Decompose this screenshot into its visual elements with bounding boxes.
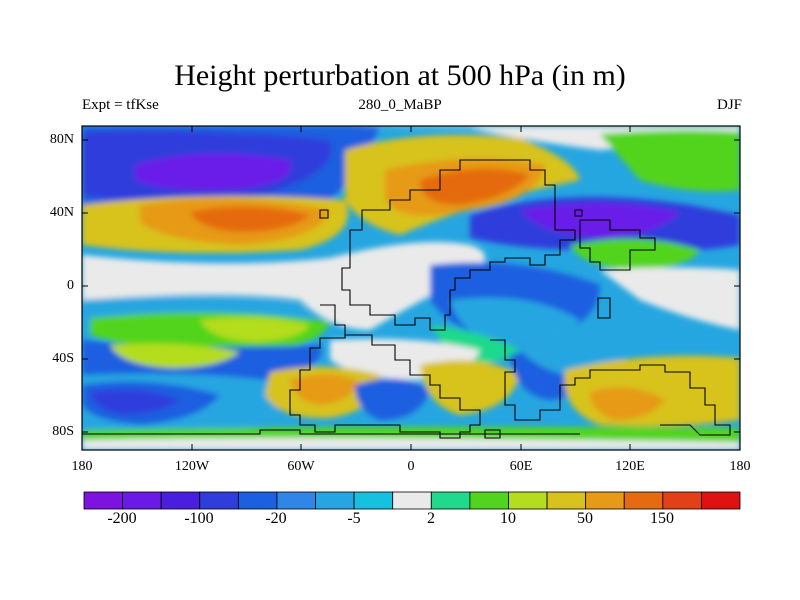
continent-outlines — [82, 159, 731, 439]
field-low-core-pacific — [135, 153, 292, 191]
island-outline — [319, 209, 611, 439]
field-redorange-40n — [190, 206, 310, 232]
field-low-south-core — [90, 389, 180, 415]
lat-label-80s: 80S — [52, 424, 74, 439]
colorbar-swatch — [83, 491, 123, 510]
lat-label-40s: 40S — [52, 351, 74, 366]
colorbar-swatch — [469, 491, 509, 510]
colorbar-label: 2 — [427, 510, 435, 527]
lon-label-180e: 180 — [729, 459, 751, 474]
field-green-pacific-s — [110, 343, 240, 368]
colorbar-swatch — [430, 491, 471, 510]
colorbar-swatch — [392, 491, 432, 510]
colorbar-swatch — [662, 491, 702, 510]
colorbar-swatch — [585, 491, 625, 510]
colorbar-label: -100 — [184, 510, 214, 527]
colorbar-swatch — [122, 491, 162, 510]
colorbar-swatch — [199, 491, 239, 510]
tick-marks — [82, 126, 740, 450]
field-yellow-aus — [564, 355, 740, 427]
colorbar-swatch — [508, 491, 548, 510]
field-orange-south-atl — [290, 374, 360, 405]
field-yellow-south — [200, 316, 310, 342]
colorbar-swatch — [160, 491, 201, 510]
colorbar-label: 150 — [650, 510, 674, 527]
landmass-north — [341, 159, 576, 331]
season-label: DJF — [716, 97, 742, 113]
period-label: 280_0_MaBP — [358, 97, 442, 113]
experiment-label: Expt = tfKse — [82, 97, 159, 113]
field-orange-aus — [590, 387, 665, 420]
colorbar-swatch — [353, 491, 394, 510]
colorbar-swatch — [623, 491, 664, 510]
lon-label-120e: 120E — [615, 459, 645, 474]
colorbar-swatch — [546, 491, 587, 510]
lat-label-80n: 80N — [49, 132, 74, 147]
lon-label-60w: 60W — [287, 459, 315, 474]
lat-label-40n: 40N — [49, 205, 74, 220]
colorbar-swatch — [701, 491, 741, 510]
colorbar-label: 10 — [500, 510, 516, 527]
field-neutral-east-tropics — [600, 267, 740, 330]
colorbar-label: 50 — [577, 510, 593, 527]
landmass-antarctic — [82, 429, 580, 435]
colorbar-label: -200 — [107, 510, 137, 527]
lon-label-120w: 120W — [174, 459, 210, 474]
colorbar-swatch — [315, 491, 355, 510]
landmass-south-east — [490, 339, 731, 436]
field-lightblue-indian — [450, 297, 580, 345]
colorbar-swatch — [237, 491, 278, 510]
contour-field — [82, 126, 740, 450]
field-blue-south-atl — [355, 378, 430, 420]
lat-label-eq: 0 — [67, 278, 74, 293]
landmass-east — [579, 219, 656, 271]
field-yellow-south-indian — [420, 360, 520, 415]
colorbar-label: -5 — [347, 510, 361, 527]
lon-label-60e: 60E — [509, 459, 533, 474]
field-green-east — [600, 130, 740, 192]
colorbar-label: -20 — [265, 510, 287, 527]
field-neutral-subtropics — [82, 241, 485, 330]
lon-label-0: 0 — [407, 459, 415, 474]
colorbar — [83, 491, 741, 510]
field-orange-core — [420, 168, 530, 205]
field-neutral-antarctic — [82, 437, 740, 450]
field-green-asia — [570, 238, 700, 270]
colorbar-swatch — [276, 491, 316, 510]
plot-title: Height perturbation at 500 hPa (in m) — [174, 59, 626, 92]
lon-label-180w: 180 — [71, 459, 93, 474]
landmass-south-west — [289, 304, 481, 439]
